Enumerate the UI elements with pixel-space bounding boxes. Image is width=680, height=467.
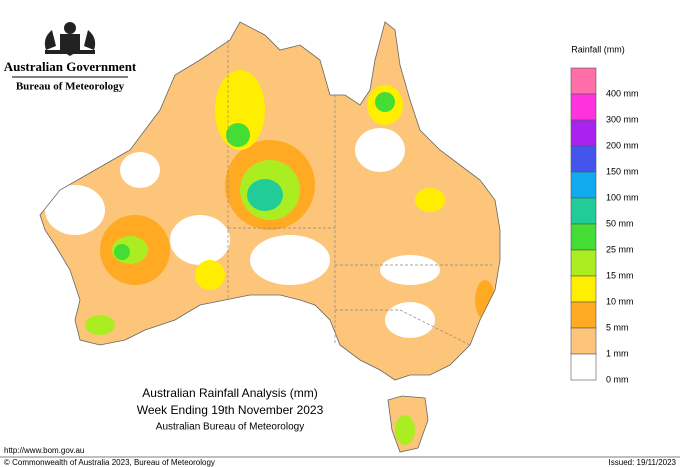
map-subtitle: Week Ending 19th November 2023	[137, 403, 324, 417]
agency-name: Bureau of Meteorology	[16, 81, 125, 93]
legend-swatch	[570, 353, 597, 381]
legend-label: 50 mm	[606, 218, 634, 228]
emblem	[44, 22, 96, 56]
footer-issued: Issued: 19/11/2023	[609, 458, 677, 467]
legend-label: 1 mm	[606, 348, 629, 358]
legend-label: 25 mm	[606, 244, 634, 254]
legend-swatch	[570, 67, 597, 95]
legend-label: 15 mm	[606, 270, 634, 280]
legend-swatch	[570, 327, 597, 355]
legend-label: 400 mm	[606, 88, 639, 98]
legend-label: 5 mm	[606, 322, 629, 332]
legend-label: 150 mm	[606, 166, 639, 176]
legend-swatch	[570, 119, 597, 147]
footer-copyright: © Commonwealth of Australia 2023, Bureau…	[4, 458, 215, 467]
legend-swatch	[570, 197, 597, 225]
legend-swatch	[570, 249, 597, 277]
legend-label: 200 mm	[606, 140, 639, 150]
legend-swatch	[570, 223, 597, 251]
legend-label: 10 mm	[606, 296, 634, 306]
map-title: Australian Rainfall Analysis (mm)	[142, 386, 317, 400]
government-name: Australian Government	[4, 59, 137, 74]
legend-label: 300 mm	[606, 114, 639, 124]
legend-swatch	[570, 145, 597, 173]
legend-title: Rainfall (mm)	[571, 44, 625, 54]
footer-url: http://www.bom.gov.au	[4, 446, 84, 455]
legend-swatch	[570, 171, 597, 199]
map-source: Australian Bureau of Meteorology	[156, 422, 304, 433]
legend-swatch	[570, 301, 597, 329]
legend-label: 100 mm	[606, 192, 639, 202]
legend-swatch	[570, 275, 597, 303]
legend: 400 mm 300 mm 200 mm 150 mm 100 mm 50 mm 25 mm…	[570, 67, 639, 384]
legend-swatch	[570, 93, 597, 121]
state-borders	[227, 40, 492, 346]
legend-label: 0 mm	[606, 374, 629, 384]
